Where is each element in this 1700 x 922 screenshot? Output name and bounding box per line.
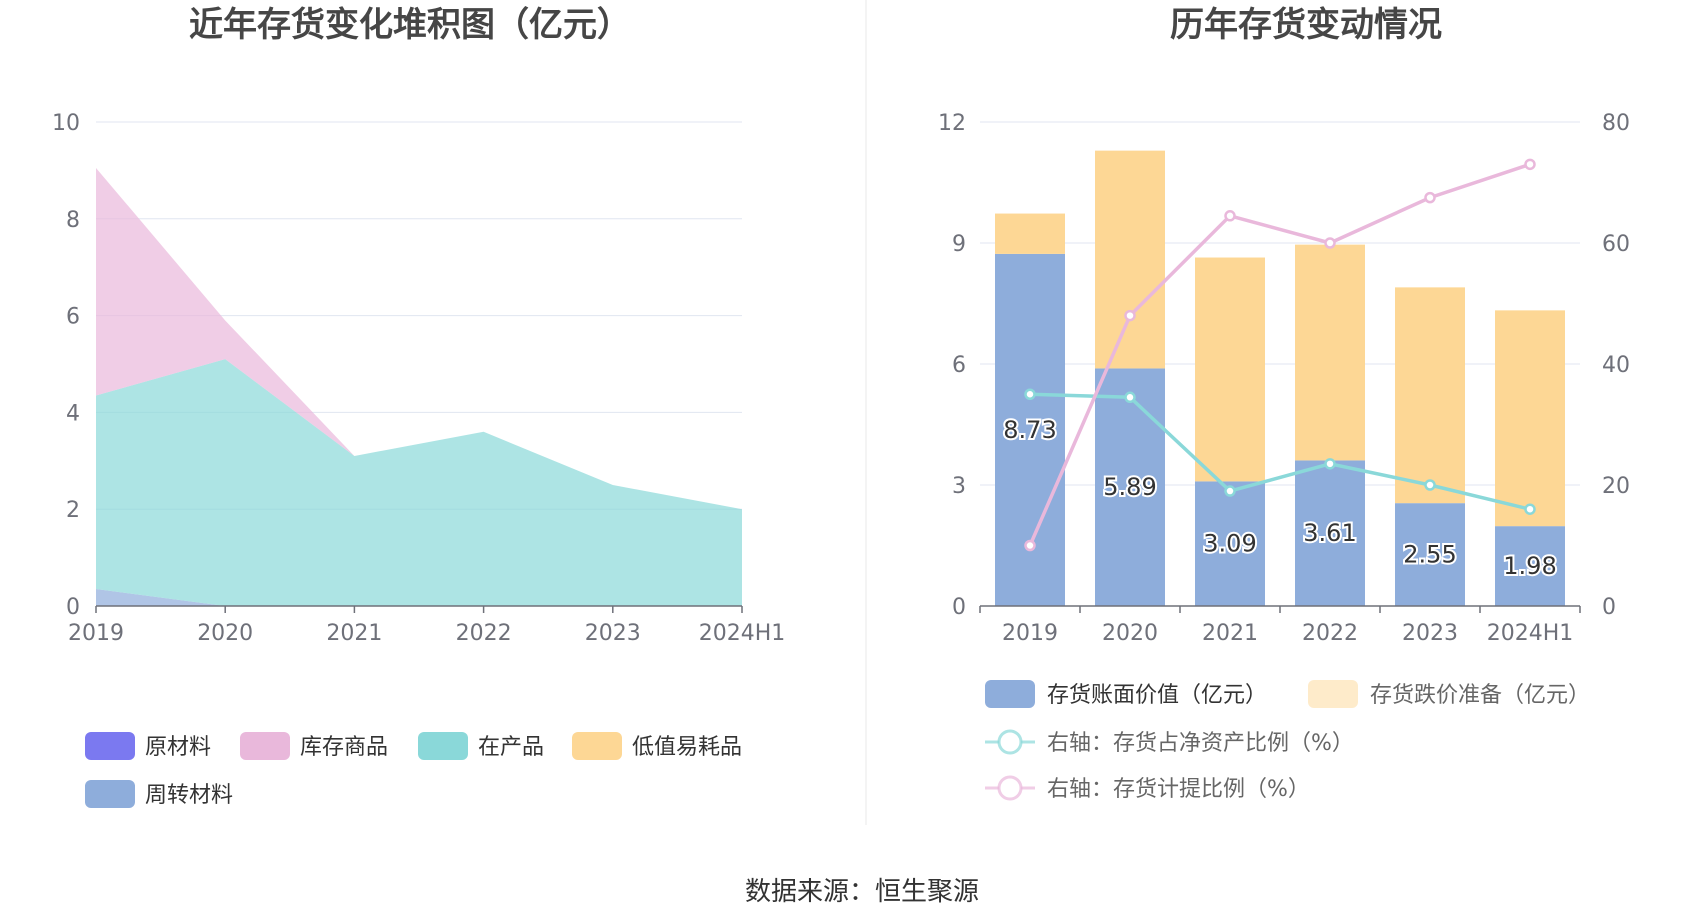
x-tick-label: 2019 <box>68 621 124 646</box>
bar-value-label: 5.89 <box>1103 473 1156 501</box>
right-bar-chart: 0 3 6 9 12 0 20 40 60 80 2019 2020 2021 2022 2023 2024H… <box>938 111 1630 646</box>
right-chart-title: 历年存货变动情况 <box>1170 5 1442 45</box>
left-chart-title: 近年存货变化堆积图（亿元） <box>189 5 631 45</box>
legend-label[interactable]: 存货账面价值（亿元） <box>1047 683 1267 708</box>
legend-swatch[interactable] <box>572 732 622 760</box>
y-tick-label: 2 <box>66 498 80 523</box>
x-tick-label: 2020 <box>197 621 253 646</box>
line-series-3 <box>1028 162 1531 547</box>
x-tick-label: 2024H1 <box>1487 621 1574 646</box>
line-point[interactable] <box>1224 210 1236 222</box>
line-point[interactable] <box>1224 485 1236 497</box>
legend-swatch[interactable] <box>85 732 135 760</box>
x-tick-label: 2021 <box>326 621 382 646</box>
legend-label[interactable]: 右轴：存货计提比例（%） <box>1047 777 1310 802</box>
legend-swatch-marker[interactable] <box>997 729 1023 755</box>
y2-tick-label: 40 <box>1602 353 1630 378</box>
legend-swatch[interactable] <box>1308 680 1358 708</box>
legend-label[interactable]: 低值易耗品 <box>632 735 742 760</box>
bar-impairment[interactable] <box>1395 287 1465 504</box>
x-tick-label: 2021 <box>1202 621 1258 646</box>
line-point[interactable] <box>1024 388 1036 400</box>
line-point[interactable] <box>1324 458 1336 470</box>
bar-value-label: 3.09 <box>1203 530 1256 558</box>
x-tick-label: 2020 <box>1102 621 1158 646</box>
bar-book-value[interactable] <box>1095 368 1165 606</box>
y-tick-label: 4 <box>66 401 80 426</box>
y-tick-label: 6 <box>66 305 80 330</box>
legend-label[interactable]: 存货跌价准备（亿元） <box>1370 683 1590 708</box>
legend-label[interactable]: 周转材料 <box>145 783 233 808</box>
y2-tick-label: 80 <box>1602 111 1630 136</box>
line-point[interactable] <box>1124 391 1136 404</box>
left-area-chart: 0 2 4 6 8 10 2019 2020 2021 2022 2023 2024H1 <box>52 111 785 646</box>
x-tick-label: 2022 <box>456 621 512 646</box>
legend-label[interactable]: 原材料 <box>145 735 211 760</box>
line-point[interactable] <box>1524 158 1536 171</box>
legend-swatch[interactable] <box>240 732 290 760</box>
area-series-1 <box>96 167 742 510</box>
bar-book-value[interactable] <box>1195 481 1265 606</box>
y-tick-label: 0 <box>952 595 966 620</box>
legend-swatch[interactable] <box>85 780 135 808</box>
bar-book-value[interactable] <box>1295 460 1365 606</box>
y2-tick-label: 0 <box>1602 595 1616 620</box>
y-tick-label: 9 <box>952 232 966 257</box>
legend-swatch-marker[interactable] <box>997 775 1023 801</box>
source-text: 数据来源：恒生聚源 <box>745 877 979 907</box>
bar-value-label: 3.61 <box>1303 519 1356 547</box>
x-tick-label: 2022 <box>1302 621 1358 646</box>
legend-label[interactable]: 在产品 <box>478 735 544 760</box>
bar-impairment[interactable] <box>1195 257 1265 482</box>
area-series-4 <box>96 589 742 606</box>
line-point[interactable] <box>1424 191 1436 204</box>
legend-label[interactable]: 右轴：存货占净资产比例（%） <box>1047 731 1354 756</box>
line-point[interactable] <box>1524 503 1536 515</box>
legend-swatch[interactable] <box>418 732 468 760</box>
legend-swatch[interactable] <box>985 680 1035 708</box>
bar-book-value[interactable] <box>1495 526 1565 606</box>
x-tick-label: 2023 <box>1402 621 1458 646</box>
y-tick-label: 8 <box>66 208 80 233</box>
bar-book-value[interactable] <box>1395 503 1465 606</box>
y2-tick-label: 20 <box>1602 474 1630 499</box>
y2-tick-label: 60 <box>1602 232 1630 257</box>
line-point[interactable] <box>1324 237 1336 249</box>
bar-impairment[interactable] <box>995 213 1065 254</box>
line-series-2 <box>1029 392 1531 511</box>
line-point[interactable] <box>1124 309 1136 322</box>
y-tick-label: 12 <box>938 111 966 136</box>
bar-impairment[interactable] <box>1095 150 1165 369</box>
right-chart-legend: 存货账面价值（亿元） 存货跌价准备（亿元） 右轴：存货占净资产比例（%） 右轴：存货计… <box>985 680 1590 802</box>
x-tick-label: 2023 <box>585 621 641 646</box>
bar-impairment[interactable] <box>1495 310 1565 527</box>
x-tick-label: 2019 <box>1002 621 1058 646</box>
y-tick-label: 6 <box>952 353 966 378</box>
bar-impairment[interactable] <box>1295 244 1365 461</box>
y-tick-label: 3 <box>952 474 966 499</box>
line-point[interactable] <box>1424 479 1436 491</box>
y-tick-label: 0 <box>66 595 80 620</box>
bar-value-label: 8.73 <box>1003 416 1056 444</box>
legend-label[interactable]: 库存商品 <box>300 735 388 760</box>
line-point[interactable] <box>1024 539 1036 552</box>
bar-value-label: 2.55 <box>1403 541 1456 569</box>
area-series-2 <box>96 359 742 606</box>
x-tick-label: 2024H1 <box>699 621 786 646</box>
bar-value-label: 1.98 <box>1503 552 1556 580</box>
y-tick-label: 10 <box>52 111 80 136</box>
